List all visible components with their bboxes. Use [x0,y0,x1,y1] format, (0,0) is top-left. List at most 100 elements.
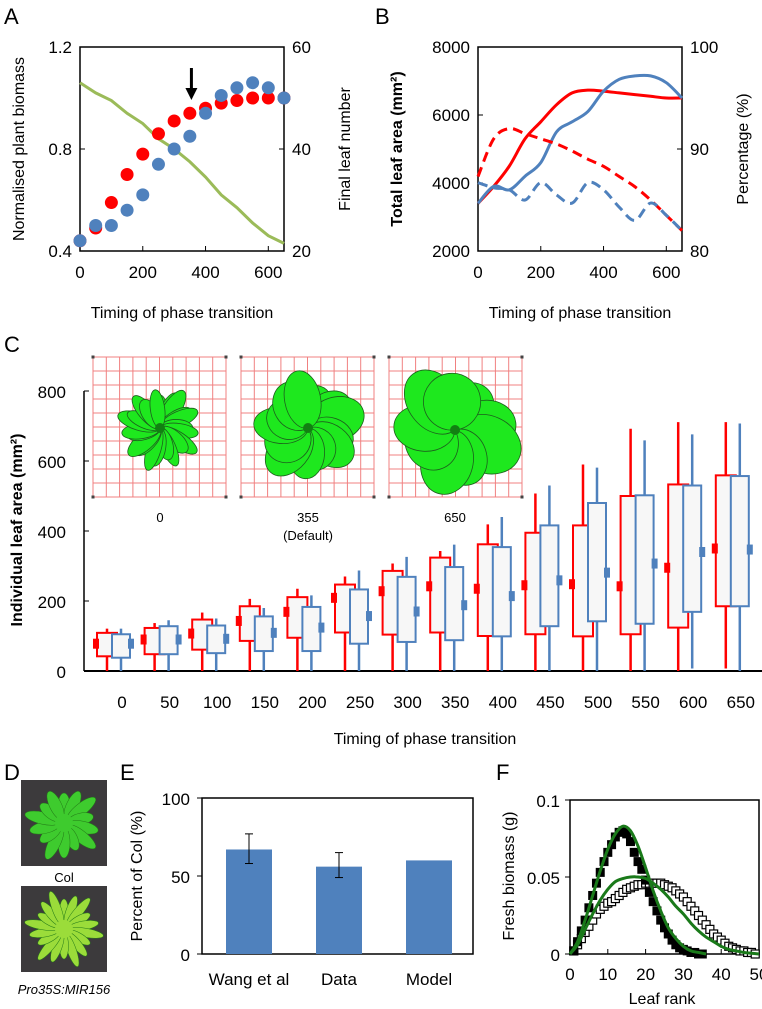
category-label: 400 [489,693,517,712]
fit-curve-1 [568,824,707,956]
category-label: 350 [441,693,469,712]
filled-square-point [648,897,658,907]
panel-b-chart: 2000 4000 6000 8000 80 90 100 0 200 400 600 [432,38,718,282]
inset-sublabel-default: (Default) [283,528,333,543]
red-median-left [235,615,242,626]
blue-median-right [508,591,515,602]
x-tick-label: 20 [636,965,655,984]
filled-square-point [622,829,632,839]
y2-tick-label: 40 [292,140,311,159]
red-point [261,91,275,105]
rosette-inset [239,355,376,499]
photo-caption-mir156: Pro35S:MIR156 [18,982,111,997]
blue-point [261,81,275,95]
y-tick-label: 400 [38,523,66,542]
blue-median-right [699,547,706,557]
blue-median-right [413,606,420,617]
blue-point [151,157,165,171]
red-point [183,106,197,120]
corner-mark [387,495,391,499]
rosette-meristem [450,425,460,435]
corner-mark [224,355,228,359]
corner-mark [372,495,376,499]
filled-square-point [629,847,639,857]
category-label: Wang et al [209,970,290,989]
filled-square-point [644,887,654,897]
red-point [120,168,134,181]
y-tick-label: 8000 [432,38,470,57]
rosette-meristem [303,423,313,433]
filled-square-point [637,864,647,874]
x-tick-label: 200 [129,263,157,282]
corner-mark [91,355,95,359]
x-tick-label: 30 [674,965,693,984]
blue-point [120,203,134,217]
y-tick-label: 6000 [432,106,470,125]
blue-median-right [556,575,563,586]
filled-square-point [610,832,620,842]
y-tick-label: 0 [181,946,190,965]
rosette-centre [55,814,73,832]
y-tick-label: 600 [38,453,66,472]
blue-box [729,475,750,608]
red-point [246,91,260,105]
x-tick-label: 200 [527,263,555,282]
red-median-left [616,581,623,592]
filled-square-point [633,857,643,867]
blue-point [183,129,197,143]
filled-square-point [607,840,617,850]
x-tick-label: 0 [565,965,574,984]
panel-b-y2label: Percentage (%) [735,93,752,204]
panel-label-e: E [120,760,135,785]
x-tick-label: 10 [598,965,617,984]
red-point [230,94,244,108]
red-point [151,127,165,141]
photo-mir156 [21,886,107,972]
category-label: 550 [631,693,659,712]
y2-tick-label: 80 [690,242,709,261]
blue-box [491,546,512,638]
corner-mark [520,355,524,359]
blue-box [587,502,607,623]
category-label: 250 [346,693,374,712]
corner-mark [372,355,376,359]
y2-tick-label: 100 [690,38,718,57]
blue-median-right [604,567,610,578]
inset-label-355: 355 [297,510,319,525]
panel-d-photos [21,780,107,972]
panel-e-ylabel: Percent of Col (%) [129,811,146,942]
down-arrow-icon [185,88,198,100]
y-tick-label: 0 [57,663,66,682]
blue-box [682,484,703,613]
rosette-inset [387,355,524,499]
blue-median-right [366,611,372,622]
blue-median-right [128,638,134,649]
corner-mark [224,495,228,499]
red-median-left [426,581,433,592]
panel-b-xlabel: Timing of phase transition [489,305,672,322]
blue-dashed-line [477,180,684,232]
bar [406,860,452,954]
red-solid-line [476,88,683,205]
y2-tick-label: 90 [690,140,709,159]
rosette-centre [55,920,73,938]
blue-median-right [175,634,182,645]
rosette-insets [91,355,524,499]
blue-point [136,188,150,202]
y-tick-label: 4000 [432,174,470,193]
photo-caption-col: Col [54,870,74,885]
y-tick-label: 0.1 [536,792,560,811]
blue-point [246,76,260,90]
panel-a-y2label: Final leaf number [337,87,354,211]
panel-label-c: C [4,332,20,357]
y-tick-label: 1.2 [48,38,72,57]
category-label: 200 [298,693,326,712]
y-tick-label: 0 [551,946,560,965]
filled-square-point [656,915,666,925]
red-point [104,196,118,210]
blue-median-right [651,558,658,569]
blue-box [539,524,560,628]
panel-f-chart: 0 0.05 0.1 0 10 20 30 40 50 [527,792,762,984]
category-label: Model [406,970,452,989]
